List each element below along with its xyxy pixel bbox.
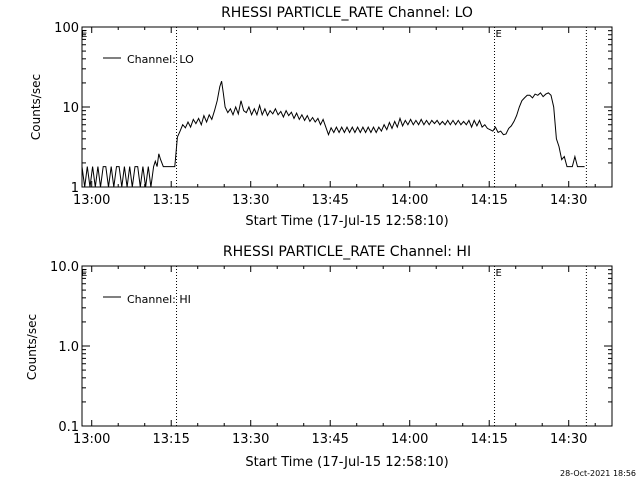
event-marker-label: E bbox=[496, 268, 502, 279]
y-tick-label: 10.0 bbox=[50, 260, 79, 275]
chart-lo: RHESSI PARTICLE_RATE Channel: LO Counts/… bbox=[29, 5, 613, 229]
x-axis-label: Start Time (17-Jul-15 12:58:10) bbox=[245, 455, 448, 470]
x-tick-label: 13:30 bbox=[232, 193, 269, 208]
x-tick-label: 14:15 bbox=[470, 193, 507, 208]
chart-title: RHESSI PARTICLE_RATE Channel: LO bbox=[221, 5, 473, 21]
event-marker-label: E bbox=[496, 29, 502, 40]
y-tick-label: 10 bbox=[62, 101, 79, 116]
x-tick-label: 13:00 bbox=[73, 193, 110, 208]
x-tick-label: 13:45 bbox=[311, 193, 348, 208]
chart-title: RHESSI PARTICLE_RATE Channel: HI bbox=[223, 244, 471, 260]
x-tick-label: 13:30 bbox=[232, 432, 269, 447]
x-tick-label: 14:30 bbox=[550, 193, 587, 208]
chart-hi: RHESSI PARTICLE_RATE Channel: HI Counts/… bbox=[25, 244, 613, 470]
x-tick-label: 14:15 bbox=[470, 432, 507, 447]
y-tick-label: 1.0 bbox=[58, 340, 79, 355]
y-tick-label: 0.1 bbox=[58, 420, 79, 435]
series-line bbox=[81, 81, 585, 188]
x-tick-label: 13:15 bbox=[152, 193, 189, 208]
x-axis-label: Start Time (17-Jul-15 12:58:10) bbox=[245, 214, 448, 229]
y-tick-label: 100 bbox=[54, 21, 79, 36]
plot-frame bbox=[81, 265, 613, 427]
x-tick-label: 13:45 bbox=[311, 432, 348, 447]
y-tick-label: 1 bbox=[71, 181, 79, 196]
x-tick-label: 14:30 bbox=[550, 432, 587, 447]
y-axis-label: Counts/sec bbox=[29, 74, 43, 140]
footer-timestamp: 28-Oct-2021 18:56 bbox=[560, 469, 636, 478]
legend-label: Channel: HI bbox=[127, 293, 191, 306]
x-tick-label: 13:15 bbox=[152, 432, 189, 447]
x-tick-label: 14:00 bbox=[391, 193, 428, 208]
x-tick-label: 14:00 bbox=[391, 432, 428, 447]
legend-label: Channel: LO bbox=[127, 53, 194, 66]
x-tick-label: 13:00 bbox=[73, 432, 110, 447]
y-axis-label: Counts/sec bbox=[25, 314, 39, 380]
